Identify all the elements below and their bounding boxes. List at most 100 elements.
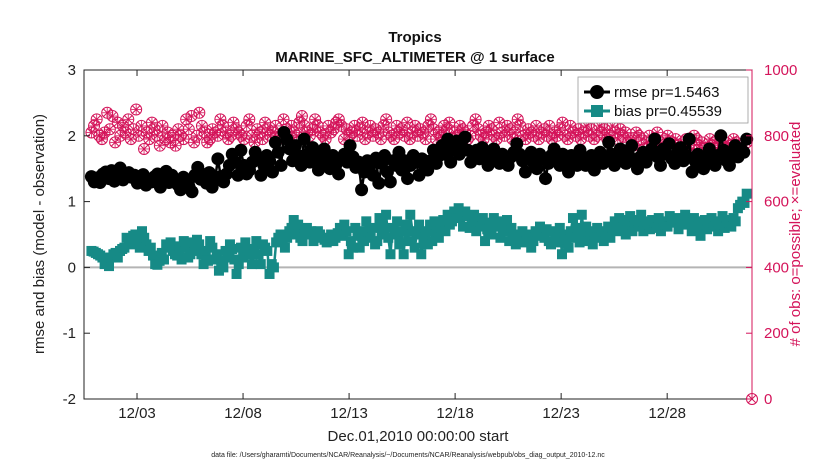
rmse-point [401, 172, 415, 186]
bias-point [202, 255, 213, 266]
rmse-point [653, 158, 667, 172]
y-tick-label: -2 [63, 391, 76, 408]
rmse-point [682, 132, 696, 146]
bias-point [341, 226, 352, 237]
bias-point [387, 222, 398, 233]
bias-point [350, 222, 361, 233]
y2-tick-label: 800 [764, 128, 789, 145]
bias-point [361, 216, 372, 227]
bias-point [504, 236, 515, 247]
rmse-point [355, 183, 369, 197]
bias-point [691, 221, 702, 232]
bias-point [264, 268, 275, 279]
bias-point [389, 229, 400, 240]
rmse-point [297, 132, 311, 146]
bias-point [567, 213, 578, 224]
bias-point [293, 219, 304, 230]
y2-axis-ticks: 0 200 400 600 800 1000 [746, 62, 797, 408]
bias-point [218, 262, 229, 273]
bias-point [427, 236, 438, 247]
bias-point [433, 232, 444, 243]
bias-point [119, 242, 130, 253]
rmse-point [714, 129, 728, 143]
bias-point [392, 216, 403, 227]
rmse-point [539, 172, 553, 186]
x-axis-label: Dec.01,2010 00:00:00 start [328, 428, 510, 445]
bias-point [231, 268, 242, 279]
rmse-series [84, 126, 754, 199]
bias-point [644, 224, 655, 235]
rmse-point [648, 132, 662, 146]
legend-rmse-marker [590, 85, 604, 99]
x-axis-ticks: 12/03 12/08 12/13 12/18 12/23 12/28 [118, 70, 686, 422]
bias-point [262, 245, 273, 256]
bias-point [563, 242, 574, 253]
bias-point [497, 226, 508, 237]
obs-point [295, 110, 308, 123]
bias-point [165, 237, 176, 248]
bias-point [139, 232, 150, 243]
bias-point [174, 241, 185, 252]
y-axis-ticks: -2 -1 0 1 2 3 [63, 62, 90, 408]
bias-point [420, 226, 431, 237]
rmse-point [254, 168, 268, 182]
bias-point [356, 226, 367, 237]
bias-point [576, 209, 587, 220]
rmse-point [722, 158, 736, 172]
obs-point [90, 113, 103, 126]
bias-point [741, 188, 752, 199]
obs-point [419, 133, 432, 146]
bias-point [438, 215, 449, 226]
rmse-point [383, 175, 397, 189]
bias-point [662, 221, 673, 232]
bias-point [726, 221, 737, 232]
y2-tick-label: 400 [764, 259, 789, 276]
bias-series [86, 188, 752, 279]
obs-point [182, 123, 195, 136]
bias-point [442, 209, 453, 220]
bias-point [255, 259, 266, 270]
bias-point [695, 230, 706, 241]
bias-point [548, 226, 559, 237]
rmse-point [274, 158, 288, 172]
bias-point [308, 236, 319, 247]
bias-point [620, 229, 631, 240]
bias-point [381, 209, 392, 220]
y-tick-label: 3 [68, 62, 76, 79]
bias-point [233, 259, 244, 270]
bias-point [132, 234, 143, 245]
bias-point [376, 219, 387, 230]
bias-point [207, 242, 218, 253]
bias-point [466, 215, 477, 226]
bias-point [411, 229, 422, 240]
bias-point [554, 222, 565, 233]
bias-point [526, 242, 537, 253]
bias-point [189, 245, 200, 256]
obs-point [145, 116, 158, 129]
bias-point [246, 259, 257, 270]
bias-point [398, 249, 409, 260]
bias-point [251, 236, 262, 247]
bias-point [622, 219, 633, 230]
obs-point [111, 116, 124, 129]
rmse-point [518, 165, 532, 179]
bias-point [244, 249, 255, 260]
bias-point [209, 254, 220, 265]
bias-point [559, 229, 570, 240]
bias-point [719, 222, 730, 233]
rmse-point [458, 130, 472, 144]
obs-point [122, 113, 135, 126]
rmse-point [685, 165, 699, 179]
bias-point [194, 239, 205, 250]
bias-point [556, 249, 567, 260]
bias-point [396, 226, 407, 237]
bias-point [655, 226, 666, 237]
y-tick-label: -1 [63, 325, 76, 342]
obs-point [109, 136, 122, 149]
bias-point [176, 254, 187, 265]
bias-point [414, 219, 425, 230]
x-tick-label: 12/28 [648, 405, 686, 422]
bias-point [372, 236, 383, 247]
obs-point [130, 103, 143, 116]
chart-subtitle: MARINE_SFC_ALTIMETER @ 1 surface [275, 49, 554, 66]
